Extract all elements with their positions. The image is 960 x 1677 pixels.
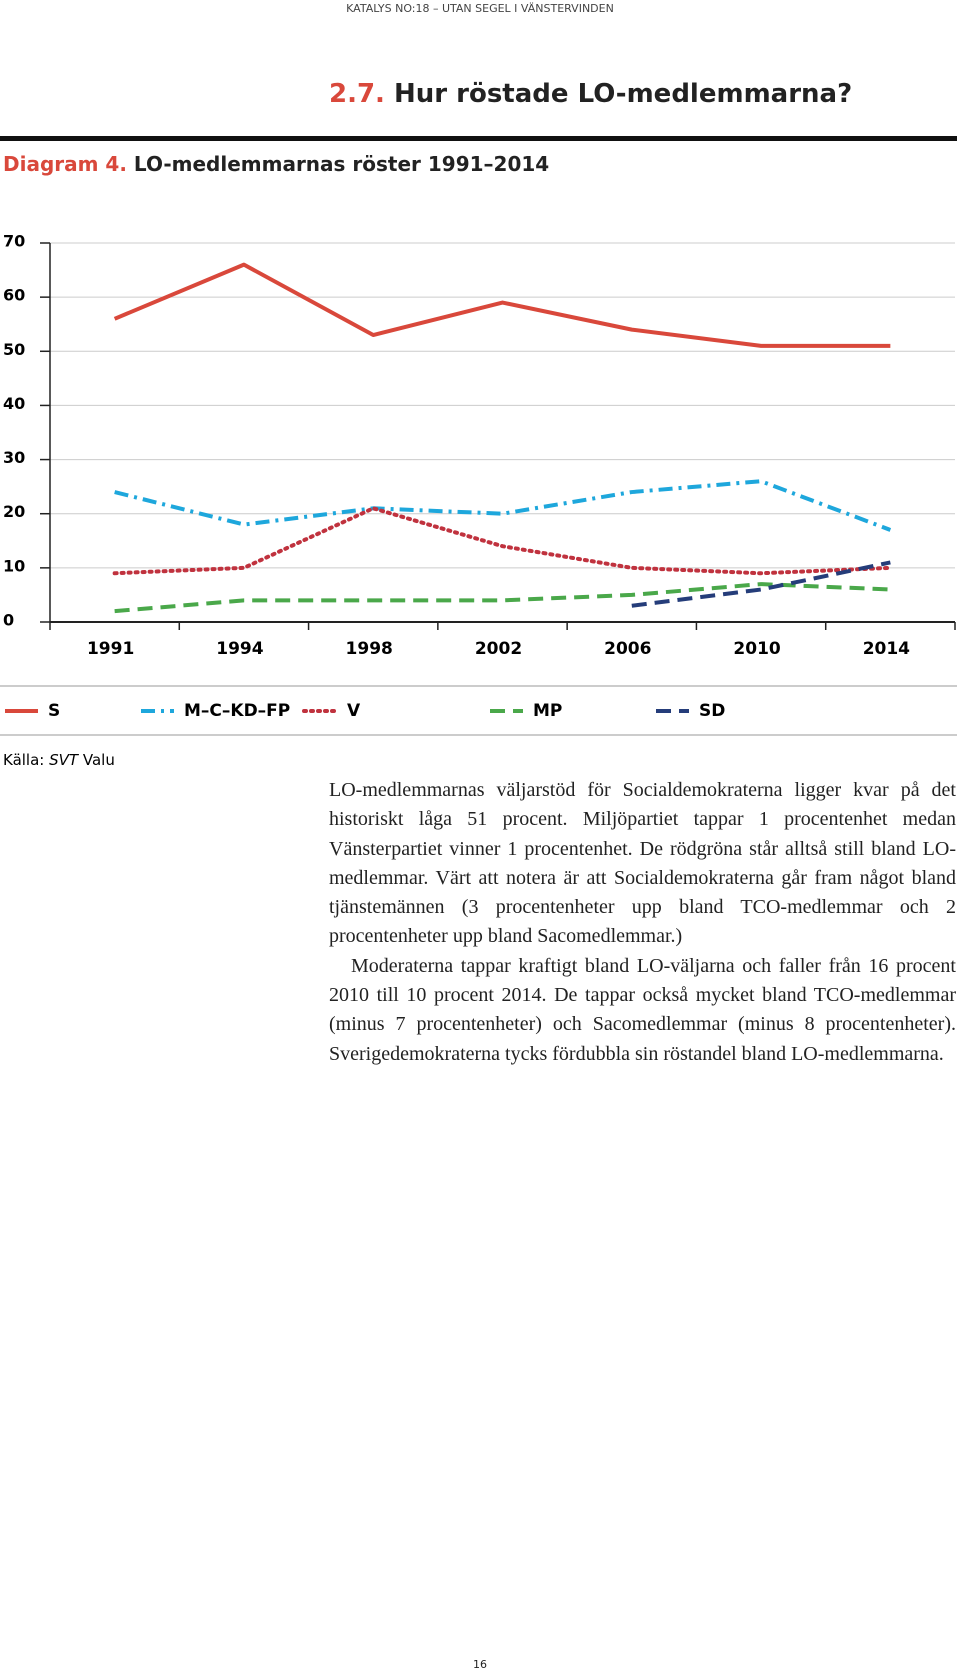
- diagram-heading: LO-medlemmarnas röster 1991–2014: [134, 152, 549, 176]
- source-name: SVT: [49, 751, 80, 769]
- source-suffix: Valu: [83, 751, 115, 769]
- legend-label: M–C–KD–FP: [184, 701, 290, 721]
- diagram-title: Diagram 4. LO-medlemmarnas röster 1991–2…: [3, 152, 549, 176]
- y-tick-label: 20: [3, 502, 25, 521]
- x-tick-label: 2014: [863, 639, 910, 659]
- x-tick-label: 2002: [475, 639, 522, 659]
- x-tick-label: 2010: [733, 639, 780, 659]
- paragraph: Moderaterna tappar kraftigt bland LO-väl…: [329, 954, 956, 1065]
- section-heading: Hur röstade LO-medlemmarna?: [394, 79, 852, 109]
- series-line: [114, 479, 892, 532]
- x-tick-label: 1994: [216, 639, 263, 659]
- section-title: 2.7. Hur röstade LO-medlemmarna?: [329, 79, 852, 109]
- y-tick-label: 30: [3, 448, 25, 467]
- source-prefix: Källa:: [3, 751, 44, 769]
- section-number: 2.7.: [329, 79, 385, 109]
- y-tick-label: 70: [3, 232, 25, 251]
- body-text: LO-medlemmarnas väljarstöd för Socialdem…: [329, 776, 956, 1069]
- source: Källa: SVT Valu: [3, 751, 115, 769]
- y-tick-label: 60: [3, 286, 25, 305]
- series-line: [114, 582, 891, 614]
- series-line: [113, 262, 891, 348]
- diagram-label: Diagram 4.: [3, 152, 127, 176]
- y-tick-label: 50: [3, 340, 25, 359]
- legend-label: MP: [533, 701, 562, 721]
- y-tick-label: 40: [3, 394, 25, 413]
- y-tick-label: 0: [3, 611, 14, 630]
- x-tick-label: 1991: [87, 639, 134, 659]
- page-number: 16: [473, 1658, 487, 1671]
- running-header: KATALYS NO:18 – UTAN SEGEL I VÄNSTERVIND…: [346, 2, 614, 15]
- x-tick-label: 1998: [346, 639, 393, 659]
- paragraph: LO-medlemmarnas väljarstöd för Socialdem…: [329, 779, 956, 948]
- legend-label: SD: [699, 701, 725, 721]
- series-line: [631, 560, 891, 608]
- series-line: [112, 506, 893, 576]
- y-tick-label: 10: [3, 556, 25, 575]
- chart-area: KATALYS NO:18 – UTAN SEGEL I VÄNSTERVIND…: [0, 2, 957, 769]
- legend-label: S: [48, 701, 60, 721]
- x-tick-label: 2006: [604, 639, 651, 659]
- legend-label: V: [347, 701, 361, 721]
- rule: [0, 136, 957, 141]
